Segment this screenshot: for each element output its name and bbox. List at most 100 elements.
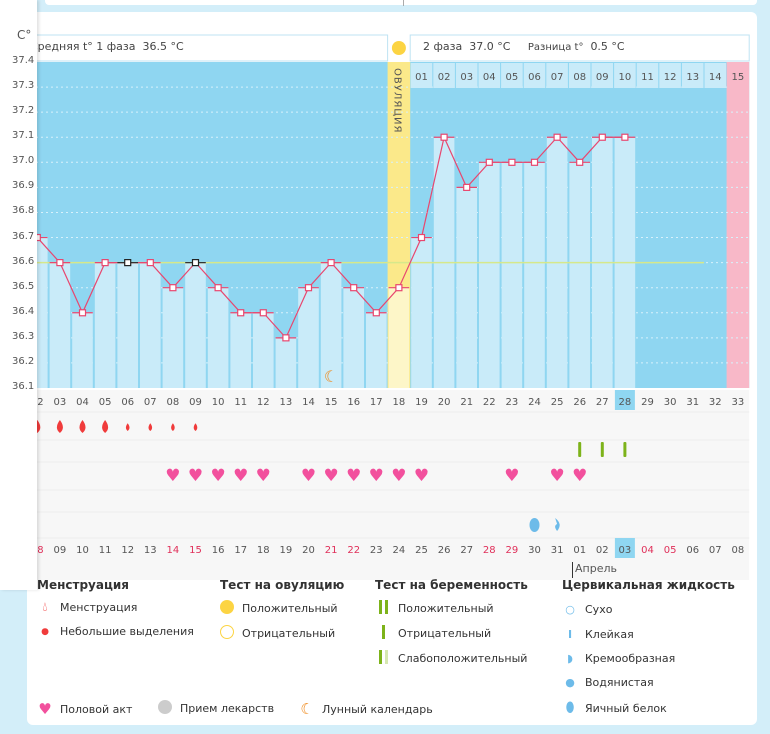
post-ovulation-day: 09 bbox=[596, 72, 609, 83]
date-label: 09 bbox=[54, 545, 67, 556]
legend-creamy: ◗ Кремообразная bbox=[563, 652, 675, 665]
post-ovulation-cell bbox=[433, 63, 455, 88]
temperature-point bbox=[169, 284, 177, 292]
post-ovulation-day: 02 bbox=[438, 72, 451, 83]
double-line-icon bbox=[376, 600, 390, 617]
temperature-bar bbox=[320, 262, 342, 388]
cycle-day-label: 16 bbox=[347, 397, 360, 408]
post-ovulation-day: 04 bbox=[483, 72, 496, 83]
date-label: 19 bbox=[280, 545, 293, 556]
heart-icon: ♥ bbox=[369, 466, 384, 486]
date-label: 20 bbox=[302, 545, 315, 556]
temperature-bar bbox=[411, 237, 432, 388]
post-ovulation-day: 15 bbox=[732, 72, 745, 83]
date-label: 30 bbox=[528, 545, 541, 556]
post-ovulation-day: 13 bbox=[686, 72, 699, 83]
cycle-day-label: 04 bbox=[76, 397, 89, 408]
date-label: 31 bbox=[551, 545, 564, 556]
legend-eggwhite: ⬮ Яичный белок bbox=[563, 700, 667, 716]
cycle-day-label: 12 bbox=[257, 397, 270, 408]
date-label: 12 bbox=[121, 545, 134, 556]
temperature-point bbox=[327, 259, 335, 267]
cycle-day-label: 08 bbox=[167, 397, 180, 408]
heart-icon: ♥ bbox=[414, 466, 429, 486]
temperature-bar bbox=[230, 312, 251, 388]
heart-icon: ♥ bbox=[346, 466, 361, 486]
y-tick-label: 36.3 bbox=[12, 330, 35, 342]
y-tick-label: 36.6 bbox=[12, 255, 35, 267]
date-label: 29 bbox=[506, 545, 519, 556]
date-label: 01 bbox=[573, 545, 586, 556]
y-tick-label: 36.8 bbox=[12, 205, 35, 217]
date-label: 27 bbox=[460, 545, 473, 556]
cycle-day-label: 31 bbox=[686, 397, 699, 408]
date-label: 14 bbox=[167, 545, 180, 556]
date-label: 24 bbox=[393, 545, 406, 556]
y-tick-label: 37.1 bbox=[12, 130, 35, 142]
date-label: 06 bbox=[686, 545, 699, 556]
phase1-label: Средняя t° 1 фаза bbox=[30, 40, 136, 53]
pill-icon bbox=[158, 700, 172, 717]
moon-icon: ☾ bbox=[324, 367, 338, 386]
phase2-label: 2 фаза bbox=[423, 40, 463, 53]
temperature-point bbox=[282, 334, 290, 342]
ovulation-sun-icon bbox=[391, 41, 406, 55]
blood-drop-icon bbox=[56, 420, 63, 433]
date-label: 07 bbox=[709, 545, 722, 556]
post-ovulation-day: 08 bbox=[573, 72, 586, 83]
temperature-bar bbox=[207, 287, 229, 388]
date-label: 03 bbox=[619, 545, 632, 556]
post-ovulation-day: 12 bbox=[664, 72, 677, 83]
cycle-day-label: 11 bbox=[234, 397, 247, 408]
cycle-day-label: 29 bbox=[641, 397, 654, 408]
heart-icon: ♥ bbox=[301, 466, 316, 486]
post-ovulation-cell bbox=[501, 63, 523, 88]
date-label: 08 bbox=[31, 545, 44, 556]
temperature-bar bbox=[524, 162, 545, 388]
heart-icon: ♥ bbox=[256, 466, 271, 486]
phase2-header bbox=[409, 34, 750, 62]
post-ovulation-cell bbox=[546, 63, 568, 88]
cycle-day-label: 21 bbox=[460, 397, 473, 408]
temperature-point bbox=[146, 259, 154, 267]
date-label: 10 bbox=[76, 545, 89, 556]
cycle-day-label: 23 bbox=[506, 397, 519, 408]
blood-drop-icon bbox=[102, 420, 109, 433]
legend-ovtest-positive: Положительный bbox=[220, 600, 338, 617]
temperature-bar bbox=[343, 287, 364, 388]
circle-outline-icon bbox=[220, 625, 234, 642]
heart-icon: ♥ bbox=[323, 466, 338, 486]
date-label: 16 bbox=[212, 545, 225, 556]
legend-spotting: ● Небольшие выделения bbox=[38, 625, 194, 638]
egg-white-icon bbox=[529, 518, 540, 532]
cycle-day-label: 14 bbox=[302, 397, 315, 408]
heart-icon: ♥ bbox=[572, 466, 587, 486]
temperature-point bbox=[440, 133, 448, 141]
legend-intercourse: ♥ Половой акт bbox=[38, 700, 132, 718]
legend-pregtest-weak: Слабоположительный bbox=[376, 650, 527, 667]
small-drop-icon: ● bbox=[41, 626, 49, 637]
legend-medication: Прием лекарств bbox=[158, 700, 274, 717]
heart-icon: ♥ bbox=[391, 466, 406, 486]
bbt-chart: 01 02 03 04 05 06 07 08 09 10 11 12 13 14 15 ☾ 02 08 03 09 0… bbox=[0, 0, 750, 590]
y-tick-label: 36.7 bbox=[12, 230, 35, 242]
legend-pregtest-title: Тест на беременность bbox=[375, 578, 528, 592]
post-ovulation-cell bbox=[681, 63, 704, 88]
legend-pregtest-positive: Положительный bbox=[376, 600, 494, 617]
pregnancy-test-icon bbox=[578, 442, 582, 457]
post-ovulation-day: 06 bbox=[528, 72, 541, 83]
temperature-bar bbox=[275, 337, 297, 388]
heart-icon: ♥ bbox=[165, 466, 180, 486]
cycle-day-label: 03 bbox=[54, 397, 67, 408]
post-ovulation-cell bbox=[659, 63, 681, 88]
temperature-bar bbox=[117, 262, 138, 388]
cycle-day-label: 24 bbox=[528, 397, 541, 408]
temperature-point bbox=[101, 259, 109, 267]
date-label: 25 bbox=[415, 545, 428, 556]
cycle-day-label: 15 bbox=[325, 397, 338, 408]
temperature-point bbox=[395, 284, 403, 292]
legend-dry: ○ Сухо bbox=[563, 603, 612, 616]
egg-white-icon: ⬮ bbox=[565, 700, 575, 716]
moon-icon: ☾ bbox=[300, 700, 314, 718]
y-tick-label: 36.1 bbox=[12, 381, 35, 392]
